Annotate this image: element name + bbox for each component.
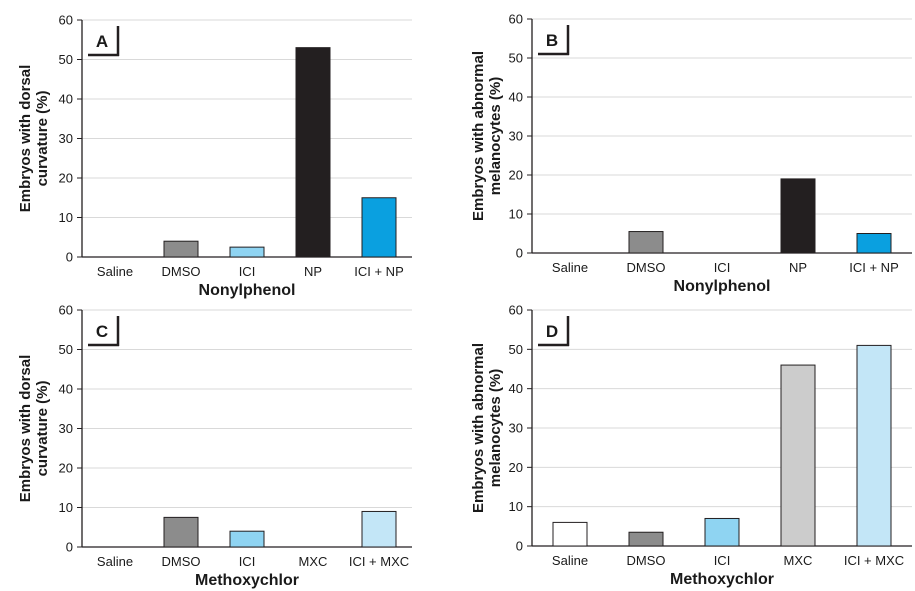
y-tick-label: 0	[66, 540, 73, 555]
y-axis-title-line: curvature (%)	[34, 91, 51, 187]
y-axis-title-line: curvature (%)	[34, 381, 51, 477]
y-axis-title-line: Embryos with dorsal	[17, 355, 34, 503]
y-tick-label: 10	[59, 500, 73, 515]
y-tick-label: 60	[59, 13, 73, 28]
y-axis-title: Embryos with dorsalcurvature (%)	[17, 355, 51, 503]
panel-c: 0 10 20 30 40 50 60 Saline DMSO ICI MXC ICI + MXC Me…	[17, 303, 412, 589]
panel-b: 0 10 20 30 40 50 60 Saline DMSO ICI NP ICI + NP Nony…	[470, 12, 912, 295]
y-axis-title-line: Embryos with abnormal	[470, 51, 487, 221]
bar-ici	[704, 517, 740, 547]
y-tick-label: 20	[59, 461, 73, 476]
x-tick-label: Saline	[552, 553, 588, 568]
x-tick-label: ICI + MXC	[844, 553, 904, 568]
y-tick-label: 50	[509, 51, 523, 66]
x-tick-label: ICI	[714, 553, 731, 568]
y-axis-title: Embryos with abnormalmelanocytes (%)	[470, 51, 504, 221]
y-axis-title-line: Embryos with abnormal	[470, 343, 487, 513]
y-axis-title-line: melanocytes (%)	[487, 369, 504, 487]
x-tick-label: DMSO	[162, 554, 201, 569]
y-tick-label: 40	[59, 382, 73, 397]
x-tick-label: DMSO	[627, 553, 666, 568]
y-tick-label: 30	[509, 421, 523, 436]
panel-letter: D	[546, 322, 558, 341]
y-tick-label: 20	[59, 171, 73, 186]
x-axis-title: Nonylphenol	[199, 282, 296, 299]
x-tick-label: ICI	[239, 264, 256, 279]
y-tick-label: 30	[59, 131, 73, 146]
y-axis-title: Embryos with dorsalcurvature (%)	[17, 65, 51, 213]
bar-np	[780, 178, 816, 254]
panel-letter-box	[538, 316, 568, 344]
x-tick-label: MXC	[784, 553, 813, 568]
x-tick-label: Saline	[97, 264, 133, 279]
x-tick-label: NP	[304, 264, 322, 279]
bar-np	[295, 47, 331, 258]
x-axis-title: Methoxychlor	[670, 571, 774, 588]
bar-dmso	[628, 231, 664, 254]
y-tick-label: 60	[509, 12, 523, 27]
x-tick-label: Saline	[552, 260, 588, 275]
bar-ici-mxc	[361, 510, 397, 548]
panel-letter: C	[96, 322, 108, 341]
y-tick-label: 0	[516, 539, 523, 554]
x-axis-title: Methoxychlor	[195, 572, 299, 589]
x-tick-label: ICI + NP	[849, 260, 899, 275]
bar-ici-np	[856, 233, 892, 254]
y-tick-label: 0	[516, 246, 523, 261]
panel-d: 0 10 20 30 40 50 60 Saline DMSO ICI MXC ICI + MXC Me…	[470, 303, 912, 588]
y-tick-label: 30	[59, 421, 73, 436]
y-tick-label: 60	[509, 303, 523, 318]
bar-ici-mxc	[856, 344, 892, 547]
y-tick-label: 40	[509, 381, 523, 396]
y-axis-title: Embryos with abnormalmelanocytes (%)	[470, 343, 504, 513]
y-tick-label: 40	[509, 90, 523, 105]
bar-mxc	[780, 364, 816, 547]
x-tick-label: ICI + MXC	[349, 554, 409, 569]
x-tick-label: ICI	[714, 260, 731, 275]
bar-ici	[229, 530, 265, 548]
bar-saline	[552, 521, 588, 547]
x-tick-label: Saline	[97, 554, 133, 569]
x-tick-label: DMSO	[162, 264, 201, 279]
y-tick-label: 20	[509, 460, 523, 475]
y-tick-label: 40	[59, 92, 73, 107]
y-tick-label: 20	[509, 168, 523, 183]
panel-letter-box	[88, 316, 118, 344]
x-tick-label: DMSO	[627, 260, 666, 275]
y-tick-label: 10	[509, 499, 523, 514]
panel-letter-box	[88, 26, 118, 54]
x-tick-label: ICI	[239, 554, 256, 569]
y-tick-label: 10	[509, 207, 523, 222]
bar-ici	[229, 246, 265, 258]
x-axis-title: Nonylphenol	[674, 278, 771, 295]
y-tick-label: 50	[59, 342, 73, 357]
panel-letter: A	[96, 32, 108, 51]
y-tick-label: 10	[59, 210, 73, 225]
bar-dmso	[163, 240, 199, 258]
x-tick-label: NP	[789, 260, 807, 275]
x-tick-label: MXC	[299, 554, 328, 569]
y-tick-label: 60	[59, 303, 73, 318]
y-tick-label: 50	[509, 342, 523, 357]
panel-a: 0 10 20 30 40 50 60 Saline DMSO ICI NP ICI + NP Nony…	[17, 13, 412, 299]
y-tick-label: 30	[509, 129, 523, 144]
bar-dmso	[163, 516, 199, 548]
bar-dmso	[628, 531, 664, 547]
y-axis-title-line: melanocytes (%)	[487, 77, 504, 195]
bar-ici-np	[361, 197, 397, 258]
y-tick-label: 50	[59, 52, 73, 67]
y-axis-title-line: Embryos with dorsal	[17, 65, 34, 213]
panel-letter: B	[546, 31, 558, 50]
y-tick-label: 0	[66, 250, 73, 265]
x-tick-label: ICI + NP	[354, 264, 404, 279]
panel-letter-box	[538, 25, 568, 53]
